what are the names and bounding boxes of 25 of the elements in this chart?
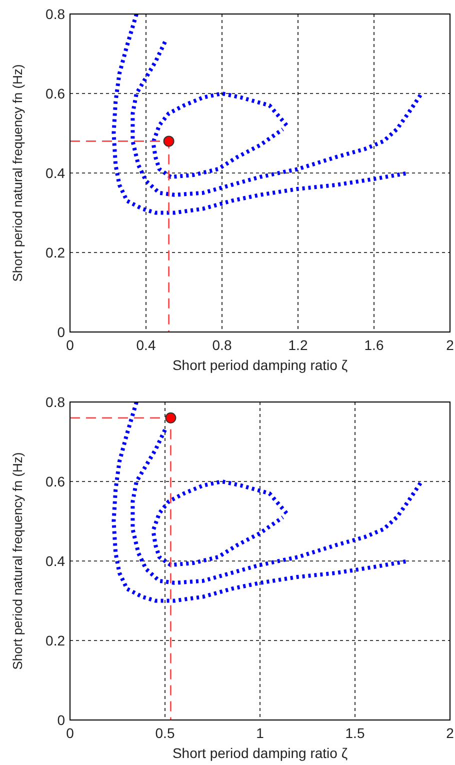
x-axis-title: Short period damping ratio ζ bbox=[172, 357, 348, 373]
x-axis-title: Short period damping ratio ζ bbox=[172, 745, 348, 761]
x-tick-label: 0.8 bbox=[212, 337, 232, 353]
x-tick-label: 1.2 bbox=[288, 337, 308, 353]
x-tick-label: 0.5 bbox=[155, 725, 175, 741]
y-tick-label: 0.6 bbox=[46, 474, 66, 490]
x-tick-label: 1.6 bbox=[364, 337, 384, 353]
x-tick-label: 2 bbox=[446, 725, 454, 741]
line-series bbox=[130, 428, 424, 585]
x-tick-label: 0.4 bbox=[136, 337, 156, 353]
y-tick-label: 0 bbox=[57, 712, 66, 728]
y-tick-label: 0.8 bbox=[46, 6, 66, 22]
y-axis-title: Short period natural frequency fn (Hz) bbox=[10, 452, 25, 670]
y-tick-label: 0.2 bbox=[46, 244, 66, 260]
x-tick-label: 1.5 bbox=[345, 725, 365, 741]
x-tick-label: 1 bbox=[256, 725, 264, 741]
x-tick-label: 2 bbox=[446, 337, 454, 353]
line-series bbox=[130, 40, 424, 197]
y-tick-label: 0.6 bbox=[46, 86, 66, 102]
y-tick-label: 0.2 bbox=[46, 632, 66, 648]
y-tick-label: 0.4 bbox=[46, 165, 66, 181]
y-tick-label: 0 bbox=[57, 324, 66, 340]
y-tick-label: 0.8 bbox=[46, 394, 66, 410]
y-tick-label: 0.4 bbox=[46, 553, 66, 569]
y-axis-title: Short period natural frequency fn (Hz) bbox=[10, 64, 25, 282]
